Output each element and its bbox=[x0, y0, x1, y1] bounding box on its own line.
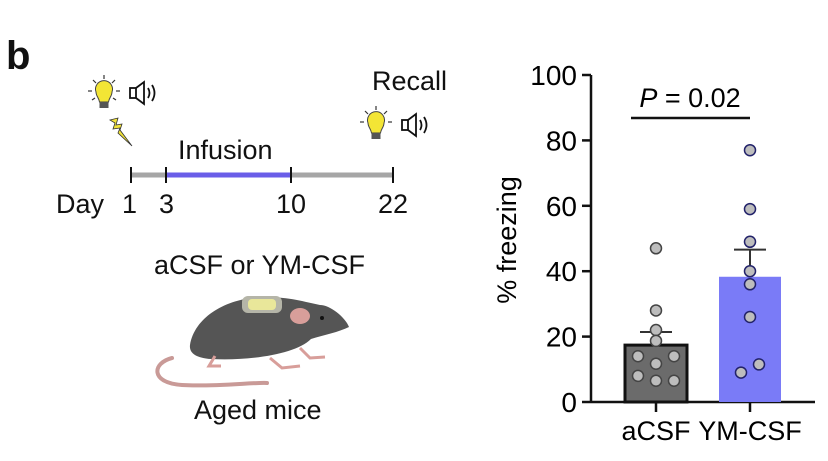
recall-label: Recall bbox=[372, 66, 448, 96]
bar-ym-csf bbox=[719, 276, 781, 402]
data-point bbox=[743, 278, 757, 291]
data-point bbox=[631, 369, 645, 383]
data-point bbox=[734, 366, 748, 379]
data-point bbox=[743, 310, 757, 324]
data-point bbox=[752, 358, 766, 371]
y-tick-label: 100 bbox=[530, 60, 577, 91]
lightbulb-icon bbox=[88, 75, 120, 108]
lightning-shock-icon bbox=[108, 117, 133, 147]
data-point bbox=[743, 235, 757, 249]
day-label: 10 bbox=[276, 189, 307, 219]
data-point bbox=[667, 349, 681, 363]
infusion-label: Infusion bbox=[178, 135, 273, 165]
x-tick-label: aCSF bbox=[621, 416, 690, 446]
y-tick-label: 20 bbox=[546, 322, 577, 353]
data-point bbox=[743, 264, 757, 278]
day-label: 22 bbox=[378, 189, 409, 219]
data-point bbox=[743, 202, 757, 216]
day-label: 3 bbox=[159, 189, 175, 219]
p-symbol: P bbox=[639, 83, 657, 113]
p-value-annotation: P = 0.02 bbox=[639, 83, 740, 113]
speaker-icon bbox=[129, 80, 156, 106]
subject-label: Aged mice bbox=[194, 395, 322, 425]
speaker-icon bbox=[401, 112, 428, 138]
data-point bbox=[667, 374, 681, 387]
data-point bbox=[649, 357, 663, 370]
y-axis-label: % freezing bbox=[492, 176, 522, 304]
lightbulb-icon bbox=[360, 106, 392, 139]
y-tick-label: 80 bbox=[546, 125, 577, 156]
data-point bbox=[631, 349, 645, 363]
data-point bbox=[743, 143, 757, 157]
x-tick-label: YM-CSF bbox=[698, 416, 802, 446]
y-tick-label: 40 bbox=[546, 256, 577, 287]
data-point bbox=[649, 242, 663, 255]
panel-label: b bbox=[6, 34, 31, 78]
data-point bbox=[649, 323, 663, 337]
experiment-schematic bbox=[88, 75, 428, 388]
y-tick-label: 0 bbox=[561, 387, 577, 418]
data-point bbox=[649, 304, 663, 317]
y-tick-label: 60 bbox=[546, 191, 577, 222]
p-value: = 0.02 bbox=[657, 83, 740, 113]
data-point bbox=[649, 374, 663, 387]
bar-acsf bbox=[623, 343, 689, 404]
day-label: 1 bbox=[122, 189, 138, 219]
treatment-label: aCSF or YM-CSF bbox=[154, 250, 366, 280]
mouse-with-implant-icon bbox=[155, 296, 349, 388]
day-prefix-label: Day bbox=[56, 189, 105, 219]
data-point bbox=[649, 334, 663, 348]
